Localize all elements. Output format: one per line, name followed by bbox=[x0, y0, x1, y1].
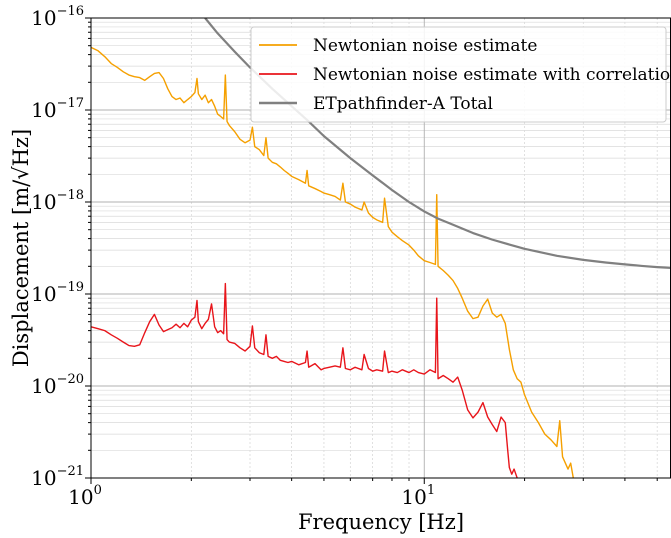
legend-box bbox=[250, 26, 667, 123]
axis-ticks bbox=[85, 17, 658, 484]
x-tick-label: 100 bbox=[68, 483, 102, 509]
y-axis-title: Displacement [m/√Hz] bbox=[9, 129, 33, 367]
x-axis-title: Frequency [Hz] bbox=[298, 510, 464, 534]
y-tick-label: 10−19 bbox=[31, 280, 84, 306]
y-tick-label: 10−16 bbox=[31, 4, 84, 30]
y-tick-label: 10−21 bbox=[31, 464, 84, 490]
legend: Newtonian noise estimate Newtonian noise … bbox=[250, 26, 671, 123]
axis-tick-labels: 100 101 10−21 10−20 10−19 10−18 10−17 10−16 bbox=[31, 4, 435, 509]
y-tick-label: 10−20 bbox=[31, 372, 84, 398]
legend-label-1: Newtonian noise estimate bbox=[313, 36, 537, 56]
legend-label-2: Newtonian noise estimate with correlatio… bbox=[313, 65, 671, 85]
y-tick-label: 10−17 bbox=[31, 96, 84, 122]
legend-entries: Newtonian noise estimate Newtonian noise … bbox=[259, 36, 671, 114]
y-tick-label: 10−18 bbox=[31, 188, 84, 214]
legend-label-3: ETpathfinder-A Total bbox=[313, 94, 493, 114]
x-tick-label: 101 bbox=[401, 483, 435, 509]
series-line-2 bbox=[91, 282, 518, 478]
series-line-1 bbox=[91, 46, 574, 478]
